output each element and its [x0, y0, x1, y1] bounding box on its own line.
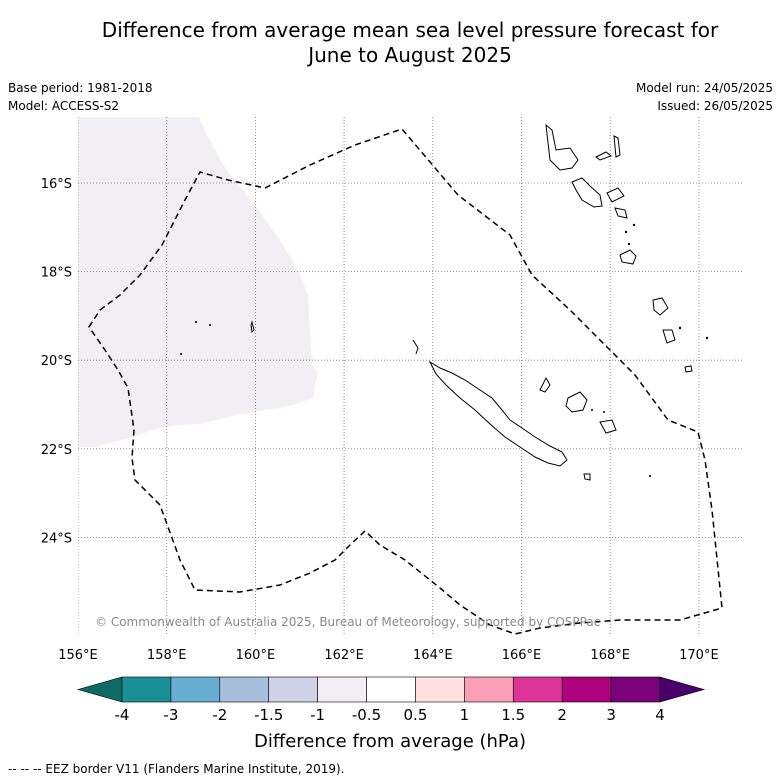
- longitude-tick-label: 166°E: [502, 648, 542, 663]
- colorbar-label: -2: [212, 706, 227, 724]
- efate-island: [619, 249, 637, 265]
- colorbar-label: -0.5: [352, 706, 381, 724]
- new-caledonia-island: [428, 360, 568, 467]
- longitude-tick-label: 156°E: [58, 648, 98, 663]
- latitude-tick-label: 20°S: [41, 354, 72, 369]
- colorbar-label: -3: [163, 706, 178, 724]
- colorbar-low-extension: [76, 676, 123, 703]
- colorbar-segment: [610, 676, 661, 703]
- pressure-anomaly-region: [78, 117, 318, 447]
- eez-border: [88, 128, 723, 635]
- colorbar-high-extension: [659, 676, 706, 703]
- ambrym-island: [606, 187, 625, 203]
- colorbar-segment: [561, 676, 612, 703]
- colorbar-segment: [317, 676, 367, 703]
- colorbar-label: 3: [606, 706, 616, 724]
- longitude-tick-labels: 156°E 158°E 160°E 162°E 164°E 166°E 168°E 170°E: [58, 648, 718, 663]
- latitude-tick-label: 18°S: [41, 266, 72, 281]
- map-plot-area: © Commonwealth of Australia 2025, Bureau…: [78, 117, 743, 635]
- latitude-tick-label: 16°S: [41, 177, 72, 192]
- eez-footnote: -- -- -- EEZ border V11 (Flanders Marine…: [8, 762, 345, 776]
- colorbar: [76, 676, 706, 703]
- title-line-1: Difference from average mean sea level p…: [101, 18, 719, 42]
- ouvea-island: [539, 376, 551, 393]
- latitude-tick-label: 22°S: [41, 443, 72, 458]
- model-name: Model: ACCESS-S2: [8, 99, 120, 113]
- colorbar-segment: [268, 676, 318, 703]
- colorbar-segment: [366, 676, 416, 703]
- issued-date: Issued: 26/05/2025: [657, 99, 773, 113]
- ambae-island: [595, 151, 613, 161]
- longitude-tick-label: 158°E: [147, 648, 187, 663]
- map-gridlines: [78, 117, 743, 635]
- colorbar-segment: [512, 676, 563, 703]
- colorbar-segment: [170, 676, 221, 703]
- colorbar-label: 1: [460, 706, 470, 724]
- erromango-island: [652, 297, 669, 316]
- latitude-tick-labels: 16°S 18°S 20°S 22°S 24°S: [41, 177, 72, 546]
- colorbar-label: 1.5: [501, 706, 525, 724]
- model-run: Model run: 24/05/2025: [635, 81, 773, 95]
- mare-island: [599, 419, 617, 434]
- longitude-tick-label: 160°E: [236, 648, 276, 663]
- epi-island: [614, 207, 628, 219]
- colorbar-segment: [121, 676, 172, 703]
- tanna-island: [662, 329, 676, 344]
- colorbar-label: -1: [310, 706, 325, 724]
- map-title: Difference from average mean sea level p…: [0, 18, 781, 68]
- colorbar-label: 4: [655, 706, 665, 724]
- longitude-tick-label: 162°E: [324, 648, 364, 663]
- colorbar-tick-labels: -4 -3 -2 -1.5 -1 -0.5 0.5 1 1.5 2 3 4: [115, 706, 665, 724]
- colorbar-label: -1.5: [254, 706, 283, 724]
- colorbar-label: 0.5: [404, 706, 428, 724]
- title-line-2: June to August 2025: [308, 43, 512, 67]
- colorbar-label: -4: [115, 706, 130, 724]
- colorbar-segment: [464, 676, 514, 703]
- meta-left: Base period: 1981-2018 Model: ACCESS-S2: [8, 79, 153, 115]
- meta-right: Model run: 24/05/2025 Issued: 26/05/2025: [636, 79, 773, 115]
- lifou-island: [565, 391, 588, 413]
- latitude-tick-label: 24°S: [41, 531, 72, 546]
- colorbar-title: Difference from average (hPa): [254, 731, 526, 752]
- small-islets: [180, 223, 709, 477]
- aneityum-island: [684, 365, 693, 373]
- longitude-tick-label: 164°E: [413, 648, 453, 663]
- belep-islands: [412, 339, 419, 355]
- longitude-tick-label: 170°E: [679, 648, 719, 663]
- espiritu-santo-island: [545, 123, 579, 171]
- colorbar-segment: [415, 676, 465, 703]
- colorbar-label: 2: [557, 706, 567, 724]
- isle-of-pines: [583, 473, 591, 481]
- maewo-island: [613, 135, 621, 158]
- base-period: Base period: 1981-2018: [8, 81, 153, 95]
- copyright-text: © Commonwealth of Australia 2025, Bureau…: [95, 615, 600, 629]
- chesterfield-reef: [250, 320, 255, 334]
- longitude-tick-label: 168°E: [590, 648, 630, 663]
- malakula-island: [571, 177, 603, 208]
- colorbar-segment: [219, 676, 270, 703]
